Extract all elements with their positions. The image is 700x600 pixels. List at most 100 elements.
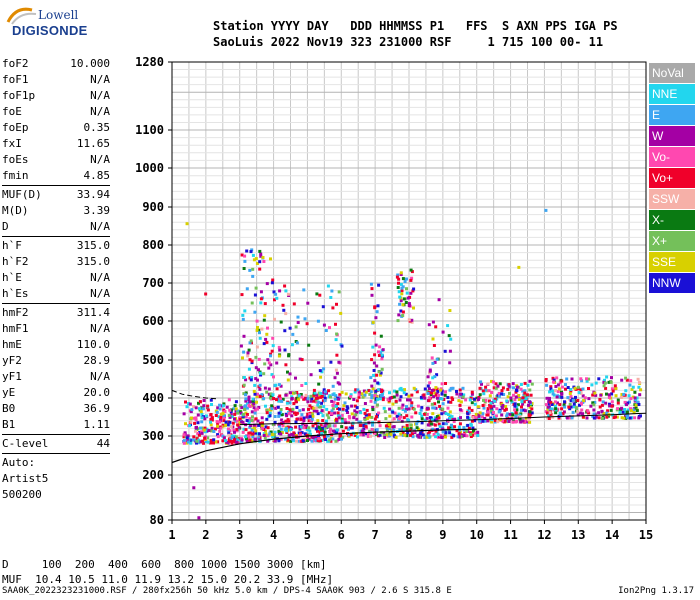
echo-point — [324, 329, 328, 332]
electron-profile-curve — [171, 428, 477, 464]
echo-point — [637, 385, 641, 389]
echo-point — [236, 423, 240, 427]
param-row-fmin: fmin 4.85 — [2, 168, 110, 184]
echo-point — [312, 399, 316, 403]
echo-point — [290, 414, 294, 418]
echo-point — [427, 323, 431, 327]
echo-point — [321, 399, 325, 403]
echo-point — [558, 381, 562, 385]
echo-point — [401, 314, 405, 317]
echo-point — [554, 385, 558, 388]
echo-point — [323, 394, 326, 398]
echo-point — [308, 415, 312, 419]
echo-point — [364, 424, 368, 428]
echo-point — [250, 415, 254, 419]
echo-point — [253, 310, 257, 314]
echo-point — [457, 399, 461, 403]
echo-point — [306, 439, 309, 442]
echo-point — [334, 368, 338, 372]
echo-point — [415, 426, 419, 430]
echo-point — [447, 426, 451, 430]
echo-point — [562, 403, 566, 407]
echo-point — [449, 337, 453, 341]
echo-point — [636, 377, 640, 381]
echo-point — [439, 407, 442, 411]
echo-point — [637, 403, 641, 406]
echo-point — [601, 400, 605, 404]
echo-point — [572, 402, 576, 406]
echo-point — [261, 256, 265, 259]
param-value: 11.65 — [76, 137, 110, 150]
echo-point — [272, 290, 276, 294]
echo-point — [403, 388, 406, 392]
echo-point — [205, 414, 208, 418]
param-row-foep: foEp 0.35 — [2, 120, 110, 136]
echo-point — [319, 439, 322, 443]
echo-point — [244, 428, 248, 432]
echo-point — [496, 384, 500, 388]
echo-point — [372, 373, 376, 377]
echo-point — [587, 387, 590, 390]
echo-point — [622, 416, 626, 420]
echo-point — [422, 393, 426, 397]
echo-point — [437, 393, 440, 397]
echo-point — [411, 289, 415, 293]
echo-point — [629, 379, 633, 383]
echo-point — [403, 409, 407, 413]
echo-point — [251, 274, 255, 278]
echo-point — [371, 423, 374, 427]
echo-point — [373, 305, 377, 309]
echo-point — [482, 406, 486, 410]
echo-point — [430, 391, 433, 395]
echo-point — [441, 422, 445, 426]
echo-point — [264, 425, 268, 429]
echo-point — [259, 373, 263, 377]
echo-point — [455, 392, 459, 396]
echo-point — [400, 289, 404, 293]
y-tick-label: 700 — [142, 276, 164, 290]
echo-point — [277, 411, 281, 415]
echo-point — [272, 375, 275, 379]
echo-point — [258, 331, 261, 335]
param-label: D — [2, 220, 9, 233]
echo-point — [333, 424, 337, 428]
echo-point — [363, 402, 367, 405]
echo-point — [412, 287, 416, 291]
echo-point — [631, 385, 635, 389]
echo-point — [259, 301, 263, 305]
echo-point — [400, 388, 404, 392]
echo-point — [470, 390, 474, 394]
echo-point — [198, 400, 202, 404]
echo-point — [489, 416, 493, 420]
echo-point — [448, 361, 452, 365]
echo-point — [299, 433, 303, 437]
echo-point — [365, 408, 369, 412]
echo-point — [194, 406, 198, 410]
echo-point — [363, 411, 367, 415]
echo-point — [285, 407, 289, 410]
echo-point — [594, 393, 598, 397]
echo-point — [545, 383, 549, 387]
echo-point — [365, 432, 369, 436]
echo-point — [375, 310, 379, 314]
echo-point — [527, 418, 530, 422]
echo-points — [182, 208, 643, 520]
echo-point — [200, 420, 204, 424]
x-tick-label: 13 — [571, 528, 585, 542]
echo-point — [350, 426, 354, 430]
echo-point — [200, 416, 204, 420]
echo-point — [253, 411, 257, 415]
echo-point — [571, 398, 575, 402]
echo-point — [419, 432, 423, 435]
echo-point — [189, 410, 193, 414]
echo-point — [266, 434, 270, 438]
echo-point — [214, 414, 218, 417]
param-value: 315.0 — [76, 255, 110, 268]
echo-point — [602, 384, 606, 388]
echo-point — [250, 301, 254, 305]
echo-point — [271, 336, 275, 340]
lowell-digisonde-logo: Lowell DIGISONDE — [2, 4, 112, 44]
echo-point — [374, 389, 378, 393]
echo-point — [281, 421, 285, 424]
echo-point — [257, 357, 261, 361]
